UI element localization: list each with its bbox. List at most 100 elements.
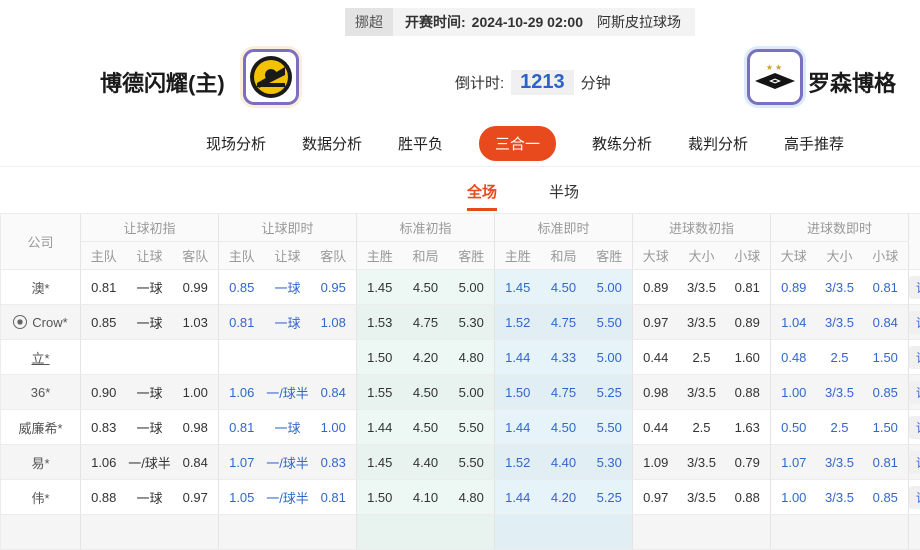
detail-link[interactable]: 详情 <box>909 346 920 369</box>
detail-link[interactable]: 详情 <box>909 451 920 474</box>
odds-cell: 0.98 <box>173 410 219 445</box>
odds-cell: 1.07 <box>219 445 265 480</box>
company-cell[interactable] <box>1 515 81 550</box>
match-header: 博德闪耀(主) 倒计时: 1213 分钟 ★★ 罗森博格 <box>0 36 920 120</box>
nav-tab[interactable]: 数据分析 <box>302 133 362 154</box>
odds-cell: 一/球半 <box>265 445 311 480</box>
odds-cell: 1.00 <box>771 480 817 515</box>
odds-cell: 5.00 <box>449 270 495 305</box>
company-cell[interactable]: Crow* <box>1 305 81 340</box>
odds-cell: 4.75 <box>541 375 587 410</box>
sub-header: 主胜 <box>495 242 541 270</box>
nav-tab[interactable]: 裁判分析 <box>688 133 748 154</box>
sub-header: 大小 <box>679 242 725 270</box>
odds-cell: 4.50 <box>403 270 449 305</box>
odds-cell: 一/球半 <box>127 445 173 480</box>
sub-header: 客胜 <box>449 242 495 270</box>
odds-cell: 1.03 <box>173 305 219 340</box>
odds-cell <box>311 340 357 375</box>
odds-cell: 5.25 <box>587 375 633 410</box>
odds-cell <box>725 515 771 550</box>
odds-cell: 4.75 <box>541 305 587 340</box>
company-cell[interactable]: 威廉希* <box>1 410 81 445</box>
odds-cell: 一球 <box>265 410 311 445</box>
countdown-unit: 分钟 <box>581 72 611 93</box>
detail-link[interactable]: 详情 <box>909 486 920 509</box>
sub-header: 主队 <box>81 242 127 270</box>
odds-cell: 一球 <box>127 270 173 305</box>
company-cell[interactable]: 伟* <box>1 480 81 515</box>
kickoff-time: 2024-10-29 02:00 <box>472 14 583 30</box>
company-name: Crow* <box>32 315 67 330</box>
company-cell[interactable]: 立* <box>1 340 81 375</box>
odds-cell: 0.81 <box>311 480 357 515</box>
odds-cell: 5.30 <box>449 305 495 340</box>
nav-tab[interactable]: 现场分析 <box>206 133 266 154</box>
nav-tab[interactable]: 高手推荐 <box>784 133 844 154</box>
odds-cell: 一/球半 <box>265 375 311 410</box>
detail-cell: 详情 <box>909 410 920 445</box>
odds-cell: 0.97 <box>633 480 679 515</box>
odds-cell: 4.75 <box>403 305 449 340</box>
odds-cell: 1.07 <box>771 445 817 480</box>
period-tabs: 全场 半场 <box>0 167 920 211</box>
odds-cell: 4.40 <box>403 445 449 480</box>
company-column-header: 公司 <box>1 214 81 270</box>
odds-cell: 2.5 <box>679 410 725 445</box>
soccer-ball-icon <box>13 315 27 329</box>
period-tab[interactable]: 半场 <box>549 181 579 211</box>
kickoff-label: 开赛时间: <box>405 12 466 32</box>
detail-link[interactable]: 详情 <box>909 311 920 334</box>
odds-cell <box>219 340 265 375</box>
odds-cell: 0.85 <box>863 480 909 515</box>
odds-cell: 3/3.5 <box>817 480 863 515</box>
detail-cell: 详情 <box>909 480 920 515</box>
odds-cell <box>863 515 909 550</box>
odds-cell: 0.44 <box>633 340 679 375</box>
sub-header: 大球 <box>633 242 679 270</box>
odds-cell: 1.44 <box>495 340 541 375</box>
period-tab[interactable]: 全场 <box>467 181 497 211</box>
odds-cell: 0.88 <box>725 375 771 410</box>
nav-tab[interactable]: 胜平负 <box>398 133 443 154</box>
odds-cell <box>633 515 679 550</box>
odds-cell: 0.50 <box>771 410 817 445</box>
away-team-logo: ★★ <box>744 46 806 108</box>
match-info-bar: 挪超 开赛时间: 2024-10-29 02:00 阿斯皮拉球场 <box>0 0 920 36</box>
company-cell[interactable]: 36* <box>1 375 81 410</box>
countdown: 倒计时: 1213 分钟 <box>455 70 611 95</box>
odds-cell: 0.81 <box>219 410 265 445</box>
odds-cell: 0.85 <box>81 305 127 340</box>
odds-cell: 4.20 <box>541 480 587 515</box>
odds-cell: 0.88 <box>81 480 127 515</box>
sub-header: 客胜 <box>587 242 633 270</box>
detail-link[interactable]: 详情 <box>909 381 920 404</box>
odds-cell: 0.81 <box>725 270 771 305</box>
odds-cell: 1.45 <box>357 270 403 305</box>
sub-header: 小球 <box>863 242 909 270</box>
company-name: 易* <box>31 456 49 471</box>
nav-tab[interactable]: 教练分析 <box>592 133 652 154</box>
away-logo-icon <box>753 72 797 90</box>
detail-link[interactable]: 详情 <box>909 416 920 439</box>
detail-cell <box>909 515 920 550</box>
odds-cell <box>127 340 173 375</box>
odds-cell: 1.00 <box>311 410 357 445</box>
company-cell[interactable]: 易* <box>1 445 81 480</box>
odds-cell: 5.50 <box>449 445 495 480</box>
odds-cell: 0.90 <box>81 375 127 410</box>
odds-cell: 2.5 <box>679 340 725 375</box>
nav-tab[interactable]: 三合一 <box>479 126 556 161</box>
odds-cell: 3/3.5 <box>679 305 725 340</box>
detail-link[interactable]: 详情 <box>909 276 920 299</box>
detail-cell: 详情 <box>909 270 920 305</box>
odds-cell: 0.89 <box>771 270 817 305</box>
odds-cell: 一球 <box>127 480 173 515</box>
company-cell[interactable]: 澳* <box>1 270 81 305</box>
detail-cell: 详情 <box>909 375 920 410</box>
